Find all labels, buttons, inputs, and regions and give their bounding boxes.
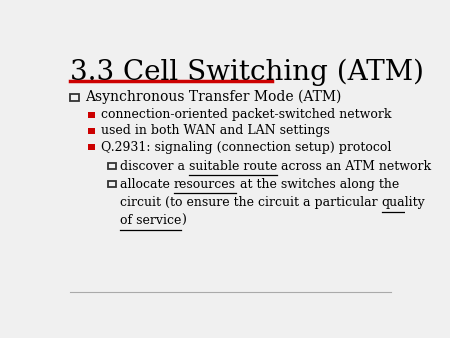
Text: suitable route: suitable route bbox=[189, 160, 277, 172]
Text: used in both WAN and LAN settings: used in both WAN and LAN settings bbox=[101, 124, 330, 137]
Text: quality: quality bbox=[382, 196, 425, 210]
Bar bbox=[88, 144, 95, 150]
Text: at the switches along the: at the switches along the bbox=[236, 178, 399, 191]
Bar bbox=[108, 163, 116, 169]
Text: Asynchronous Transfer Mode (ATM): Asynchronous Transfer Mode (ATM) bbox=[85, 90, 341, 104]
Text: resources: resources bbox=[174, 178, 236, 191]
Bar bbox=[70, 94, 79, 100]
Text: circuit (to ensure the circuit a particular: circuit (to ensure the circuit a particu… bbox=[120, 196, 382, 210]
Bar bbox=[88, 128, 95, 134]
Text: ): ) bbox=[181, 214, 186, 227]
Text: discover a: discover a bbox=[120, 160, 189, 172]
Text: connection-oriented packet-switched network: connection-oriented packet-switched netw… bbox=[101, 108, 392, 121]
Text: Q.2931: signaling (connection setup) protocol: Q.2931: signaling (connection setup) pro… bbox=[101, 141, 391, 154]
Bar bbox=[108, 182, 116, 187]
Bar bbox=[88, 112, 95, 118]
Text: across an ATM network: across an ATM network bbox=[277, 160, 432, 172]
Text: 3.3 Cell Switching (ATM): 3.3 Cell Switching (ATM) bbox=[70, 59, 424, 86]
Text: allocate: allocate bbox=[120, 178, 174, 191]
Text: of service: of service bbox=[120, 214, 181, 227]
Text: circuit (to ensure the circuit a particular: circuit (to ensure the circuit a particu… bbox=[120, 196, 382, 210]
